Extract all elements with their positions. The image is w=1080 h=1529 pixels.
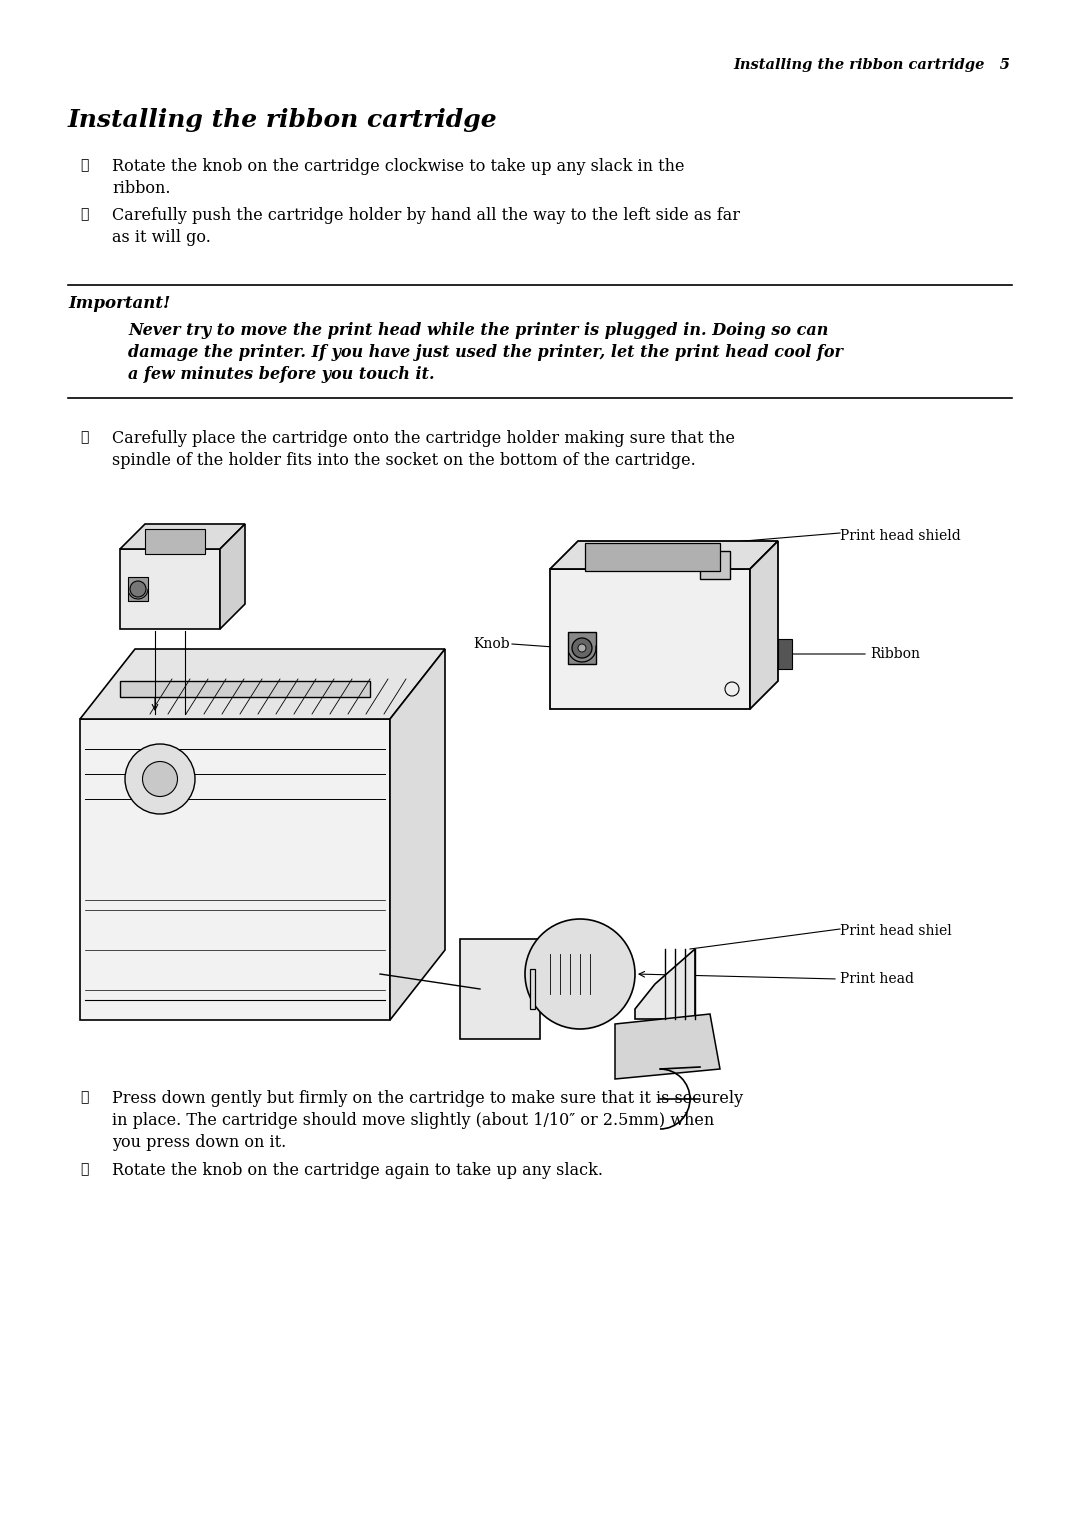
Circle shape — [130, 581, 146, 596]
Text: Print head: Print head — [840, 972, 914, 986]
Text: Installing the ribbon cartridge: Installing the ribbon cartridge — [68, 109, 498, 131]
Ellipse shape — [125, 745, 195, 813]
Bar — [145, 529, 205, 553]
Polygon shape — [80, 719, 390, 1020]
Ellipse shape — [143, 761, 177, 797]
Polygon shape — [460, 939, 540, 1040]
Text: ❏: ❏ — [80, 430, 89, 443]
Text: Important!: Important! — [68, 295, 171, 312]
Polygon shape — [80, 648, 445, 719]
Text: Never try to move the print head while the printer is plugged in. Doing so can: Never try to move the print head while t… — [129, 323, 828, 339]
Polygon shape — [700, 550, 730, 579]
Polygon shape — [530, 969, 535, 1009]
Text: as it will go.: as it will go. — [112, 229, 211, 246]
Text: you press down on it.: you press down on it. — [112, 1135, 286, 1151]
Polygon shape — [120, 549, 220, 628]
Polygon shape — [585, 543, 720, 570]
Text: spindle of the holder fits into the socket on the bottom of the cartridge.: spindle of the holder fits into the sock… — [112, 453, 696, 469]
Polygon shape — [750, 541, 778, 709]
Text: a few minutes before you touch it.: a few minutes before you touch it. — [129, 365, 434, 382]
Text: Print head shiel: Print head shiel — [840, 924, 951, 937]
Text: damage the printer. If you have just used the printer, let the print head cool f: damage the printer. If you have just use… — [129, 344, 842, 361]
Text: ribbon.: ribbon. — [112, 180, 171, 197]
Polygon shape — [120, 524, 245, 549]
Text: ❏: ❏ — [80, 1162, 89, 1176]
Text: Print head shield: Print head shield — [840, 529, 961, 543]
Text: Installing the ribbon cartridge   5: Installing the ribbon cartridge 5 — [733, 58, 1010, 72]
Circle shape — [578, 644, 586, 651]
Text: Rotate the knob on the cartridge clockwise to take up any slack in the: Rotate the knob on the cartridge clockwi… — [112, 157, 685, 174]
Polygon shape — [615, 1014, 720, 1079]
Bar — [120, 680, 370, 697]
Circle shape — [572, 638, 592, 657]
Text: Carefully push the cartridge holder by hand all the way to the left side as far: Carefully push the cartridge holder by h… — [112, 206, 740, 225]
Text: ❏: ❏ — [80, 206, 89, 222]
Text: Press down gently but firmly on the cartridge to make sure that it is securely: Press down gently but firmly on the cart… — [112, 1090, 743, 1107]
Text: in place. The cartridge should move slightly (about 1/10″ or 2.5mm) when: in place. The cartridge should move slig… — [112, 1112, 714, 1128]
Bar — [129, 576, 148, 601]
Text: ❏: ❏ — [80, 157, 89, 171]
Bar — [778, 639, 792, 670]
Text: Carefully place the cartridge onto the cartridge holder making sure that the: Carefully place the cartridge onto the c… — [112, 430, 735, 446]
Bar — [568, 631, 596, 664]
Polygon shape — [220, 524, 245, 628]
Text: ❏: ❏ — [80, 1090, 89, 1104]
Polygon shape — [390, 648, 445, 1020]
Text: Rotate the knob on the cartridge again to take up any slack.: Rotate the knob on the cartridge again t… — [112, 1162, 603, 1179]
Polygon shape — [550, 541, 778, 569]
Polygon shape — [635, 950, 696, 1018]
Ellipse shape — [525, 919, 635, 1029]
Polygon shape — [550, 569, 750, 709]
Text: Knob: Knob — [473, 638, 510, 651]
Text: Ribbon: Ribbon — [870, 647, 920, 661]
